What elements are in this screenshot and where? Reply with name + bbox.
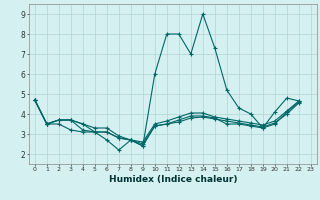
X-axis label: Humidex (Indice chaleur): Humidex (Indice chaleur) xyxy=(108,175,237,184)
